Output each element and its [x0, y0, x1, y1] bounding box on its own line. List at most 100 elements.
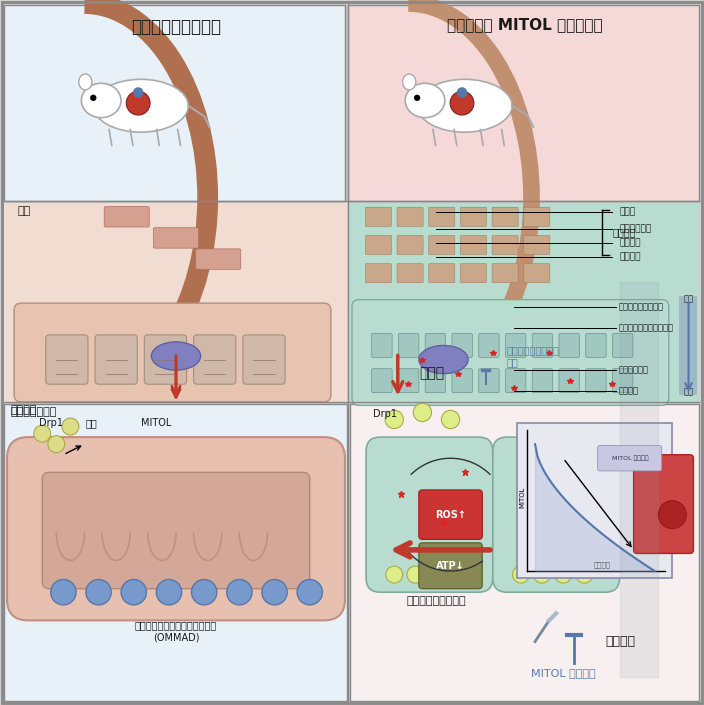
FancyBboxPatch shape	[42, 472, 310, 589]
FancyBboxPatch shape	[524, 264, 550, 283]
Text: ミトコンドリア分裂
抑制: ミトコンドリア分裂 抑制	[507, 345, 560, 367]
FancyBboxPatch shape	[366, 437, 493, 592]
Text: 心不全: 心不全	[419, 367, 444, 381]
FancyBboxPatch shape	[397, 264, 423, 283]
Circle shape	[86, 580, 111, 605]
Ellipse shape	[406, 83, 445, 118]
FancyBboxPatch shape	[460, 235, 486, 255]
Text: MITOL 過剰発現: MITOL 過剰発現	[531, 668, 596, 678]
Circle shape	[191, 580, 217, 605]
FancyBboxPatch shape	[612, 333, 633, 357]
FancyBboxPatch shape	[4, 404, 347, 701]
FancyBboxPatch shape	[586, 333, 606, 357]
FancyBboxPatch shape	[524, 207, 550, 226]
Ellipse shape	[450, 91, 474, 115]
Ellipse shape	[93, 79, 189, 133]
FancyBboxPatch shape	[425, 333, 446, 357]
Text: 若年: 若年	[684, 295, 693, 304]
Text: 線維化: 線維化	[620, 207, 636, 216]
Text: 心筋梗塞: 心筋梗塞	[605, 635, 636, 648]
FancyBboxPatch shape	[532, 369, 553, 393]
FancyBboxPatch shape	[479, 333, 499, 357]
FancyBboxPatch shape	[144, 335, 187, 384]
FancyBboxPatch shape	[492, 235, 518, 255]
FancyBboxPatch shape	[505, 369, 526, 393]
Text: ミトコンドリア分裂: ミトコンドリア分裂	[618, 302, 663, 311]
FancyBboxPatch shape	[460, 207, 486, 226]
Text: 細胞老化: 細胞老化	[618, 387, 638, 396]
Ellipse shape	[82, 83, 121, 118]
FancyBboxPatch shape	[95, 335, 137, 384]
Circle shape	[34, 425, 51, 442]
FancyBboxPatch shape	[372, 369, 392, 393]
Ellipse shape	[658, 501, 686, 529]
Text: 分解: 分解	[86, 418, 97, 428]
Circle shape	[156, 580, 182, 605]
Ellipse shape	[79, 74, 92, 90]
FancyBboxPatch shape	[634, 455, 693, 553]
Text: 酸化ストレス: 酸化ストレス	[618, 366, 648, 374]
FancyBboxPatch shape	[479, 369, 499, 393]
FancyBboxPatch shape	[153, 228, 199, 248]
FancyBboxPatch shape	[372, 333, 392, 357]
FancyBboxPatch shape	[612, 369, 633, 393]
FancyBboxPatch shape	[460, 264, 486, 283]
FancyBboxPatch shape	[46, 335, 88, 384]
FancyBboxPatch shape	[517, 423, 672, 578]
Text: 心筋細胞: 心筋細胞	[11, 405, 37, 415]
FancyBboxPatch shape	[7, 437, 345, 620]
Text: MITOL 発現低下: MITOL 発現低下	[612, 455, 648, 461]
Ellipse shape	[417, 79, 513, 133]
Text: 老化細胞: 老化細胞	[620, 253, 641, 262]
Circle shape	[413, 403, 432, 422]
FancyBboxPatch shape	[14, 303, 331, 402]
Circle shape	[534, 566, 551, 583]
Circle shape	[555, 566, 572, 583]
FancyBboxPatch shape	[452, 333, 472, 357]
FancyBboxPatch shape	[586, 369, 606, 393]
Circle shape	[48, 436, 65, 453]
FancyBboxPatch shape	[532, 333, 553, 357]
FancyBboxPatch shape	[350, 203, 699, 402]
Circle shape	[449, 566, 466, 583]
FancyBboxPatch shape	[452, 369, 472, 393]
Text: 心臓老化: 心臓老化	[612, 228, 636, 238]
Circle shape	[385, 410, 403, 429]
FancyBboxPatch shape	[194, 335, 236, 384]
FancyBboxPatch shape	[493, 437, 620, 592]
Text: リポフスチン: リポフスチン	[620, 225, 652, 233]
FancyBboxPatch shape	[365, 264, 391, 283]
FancyBboxPatch shape	[429, 235, 455, 255]
FancyBboxPatch shape	[429, 264, 455, 283]
Circle shape	[90, 94, 96, 101]
FancyBboxPatch shape	[196, 249, 241, 269]
FancyBboxPatch shape	[243, 335, 285, 384]
Circle shape	[441, 410, 460, 429]
FancyBboxPatch shape	[492, 207, 518, 226]
FancyBboxPatch shape	[350, 404, 699, 701]
Circle shape	[386, 566, 403, 583]
Text: ミトコンドリア外膜上分解機構
(OMMAD): ミトコンドリア外膜上分解機構 (OMMAD)	[135, 620, 217, 642]
Circle shape	[262, 580, 287, 605]
Circle shape	[227, 580, 252, 605]
Circle shape	[414, 94, 420, 101]
Circle shape	[513, 566, 529, 583]
Text: 心筋肥大: 心筋肥大	[620, 239, 641, 247]
Text: MITOL: MITOL	[520, 486, 525, 508]
FancyBboxPatch shape	[598, 446, 662, 471]
FancyBboxPatch shape	[679, 296, 697, 395]
Text: MITOL: MITOL	[141, 418, 171, 428]
FancyBboxPatch shape	[104, 207, 149, 227]
FancyBboxPatch shape	[429, 207, 455, 226]
Circle shape	[407, 566, 424, 583]
FancyBboxPatch shape	[4, 203, 347, 402]
Text: ミトコンドリア: ミトコンドリア	[11, 407, 57, 417]
Text: ミトコンドリア分裂: ミトコンドリア分裂	[407, 596, 466, 606]
FancyBboxPatch shape	[524, 235, 550, 255]
Text: 老年: 老年	[684, 387, 693, 396]
Ellipse shape	[419, 345, 468, 374]
FancyBboxPatch shape	[365, 235, 391, 255]
Text: 心筋特異的 MITOL 欠損マウス: 心筋特異的 MITOL 欠損マウス	[446, 18, 603, 32]
Text: ROS↑: ROS↑	[435, 510, 466, 520]
FancyBboxPatch shape	[348, 5, 699, 201]
